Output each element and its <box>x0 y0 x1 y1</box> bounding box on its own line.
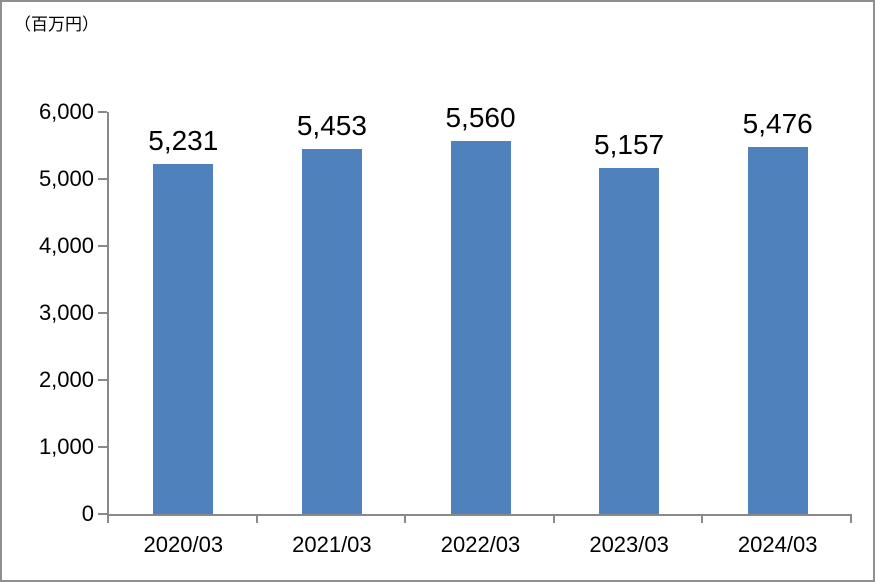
bar-value-label: 5,476 <box>742 108 813 140</box>
x-tick-label: 2022/03 <box>440 532 521 557</box>
x-tick-label: 2021/03 <box>292 532 372 557</box>
bar-value-label: 5,231 <box>148 124 219 156</box>
y-axis-line-stub <box>107 514 109 523</box>
x-tick-mark <box>404 514 407 523</box>
y-tick-label: 4,000 <box>38 233 94 258</box>
x-tick-mark <box>850 514 852 523</box>
y-tick-mark <box>98 379 107 381</box>
x-tick-mark <box>701 514 704 523</box>
y-tick-label: 2,000 <box>38 367 94 392</box>
unit-label: （百万円） <box>14 15 99 34</box>
y-tick-mark <box>98 446 107 448</box>
x-tick-label: 2024/03 <box>737 532 818 557</box>
y-tick-mark <box>98 111 107 113</box>
bar-value-label: 5,157 <box>594 129 665 161</box>
bar <box>450 141 511 514</box>
x-tick-mark <box>255 514 258 523</box>
x-tick-label: 2023/03 <box>589 532 669 557</box>
y-tick-label: 0 <box>81 501 94 526</box>
bar-value-label: 5,453 <box>296 109 367 141</box>
bar-value-label: 5,560 <box>445 102 516 134</box>
y-tick-mark <box>98 245 107 247</box>
y-tick-label: 5,000 <box>38 166 94 191</box>
bar <box>153 163 214 514</box>
y-tick-mark <box>98 513 107 515</box>
bar <box>301 148 362 514</box>
y-tick-label: 6,000 <box>38 99 94 124</box>
bar <box>747 147 808 514</box>
plot-area: 5,231 5,453 5,560 5,157 5,476 <box>107 102 852 516</box>
bar <box>599 168 660 514</box>
y-tick-mark <box>98 312 107 314</box>
x-tick-label: 2020/03 <box>143 532 224 557</box>
x-tick-mark <box>552 514 555 523</box>
y-tick-mark <box>98 178 107 180</box>
y-tick-label: 1,000 <box>38 434 94 459</box>
y-tick-label: 3,000 <box>38 300 94 325</box>
